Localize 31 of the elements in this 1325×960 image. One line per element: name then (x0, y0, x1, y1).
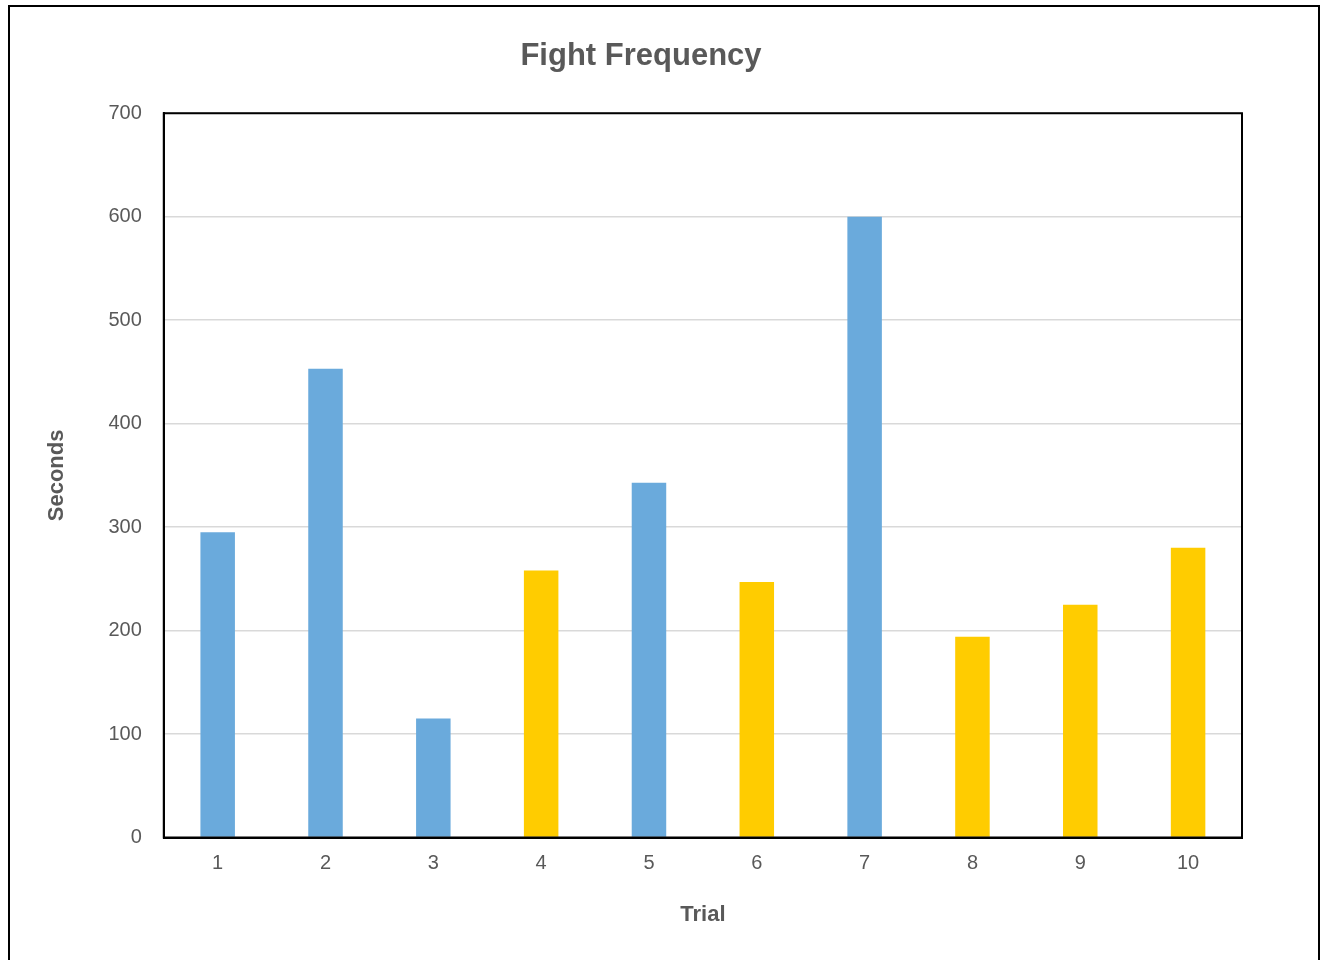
bar (739, 581, 775, 837)
x-tick-label: 6 (751, 851, 763, 874)
y-tick-label: 100 (108, 721, 142, 744)
y-tick-label: 500 (108, 307, 142, 330)
x-tick-label: 7 (859, 851, 871, 874)
x-tick-label: 5 (643, 851, 655, 874)
bar (523, 570, 559, 837)
bar (1170, 547, 1206, 837)
x-tick-label: 8 (966, 851, 978, 874)
bar (416, 718, 451, 837)
x-axis-title: Trial (680, 900, 726, 926)
x-tick-label: 1 (212, 851, 224, 874)
bar (955, 636, 990, 837)
chart-title: Fight Frequency (520, 37, 763, 73)
y-tick-label: 600 (108, 204, 142, 227)
y-tick-label: 0 (130, 825, 142, 848)
bar (847, 216, 882, 837)
bar (1063, 604, 1098, 837)
x-tick-label: 10 (1176, 851, 1200, 874)
x-tick-label: 3 (427, 851, 439, 874)
x-tick-label: 9 (1074, 851, 1086, 874)
bar (631, 482, 667, 837)
y-tick-label: 300 (108, 514, 142, 537)
bar (200, 532, 235, 837)
y-tick-label: 700 (108, 100, 142, 123)
y-tick-label: 200 (108, 618, 142, 641)
x-tick-label: 4 (535, 851, 547, 874)
y-tick-label: 400 (108, 411, 142, 434)
x-tick-label: 2 (319, 851, 332, 874)
y-axis-title: Seconds (43, 429, 69, 522)
bar (308, 368, 343, 837)
